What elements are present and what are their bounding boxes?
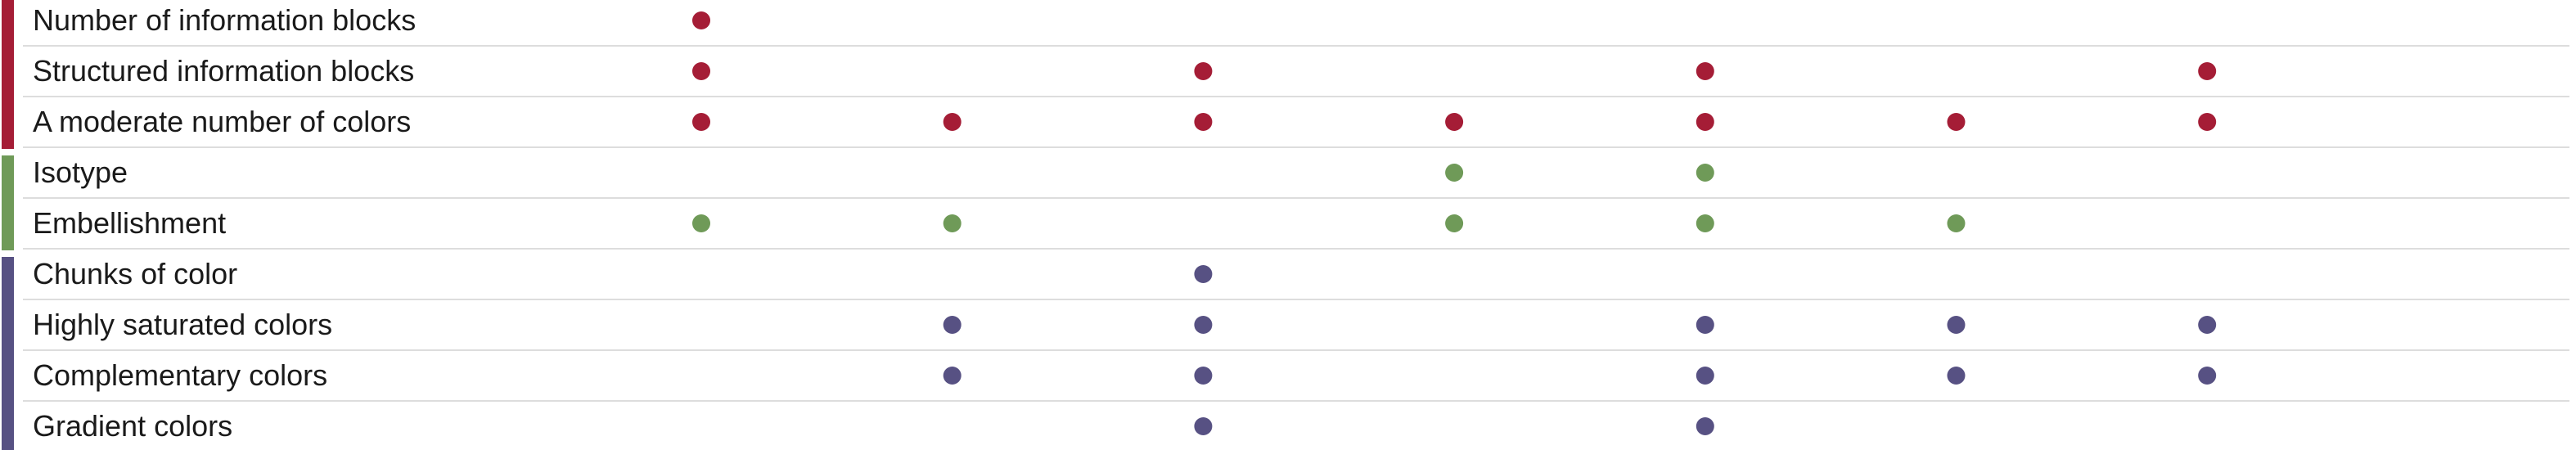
- dot-row2-col5: [1696, 62, 1714, 80]
- dot-row4-col5: [1696, 164, 1714, 182]
- dot-row5-col6: [1947, 214, 1966, 232]
- row-label: Structured information blocks: [33, 54, 414, 88]
- dot-row8-col3: [1194, 367, 1213, 385]
- dot-row2-col7: [2198, 62, 2217, 80]
- group-bars: [2, 0, 14, 450]
- dot-row8-col5: [1696, 367, 1714, 385]
- dot-row5-col2: [943, 214, 961, 232]
- dot-row7-col2: [943, 316, 961, 334]
- row-label: Highly saturated colors: [33, 308, 332, 341]
- dot-row2-col1: [692, 62, 710, 80]
- row-label: A moderate number of colors: [33, 105, 411, 138]
- row-labels: Number of information blocks Structured i…: [33, 3, 416, 443]
- group-bar-0: [2, 0, 14, 149]
- dot-row6-col3: [1194, 265, 1213, 283]
- dot-row8-col6: [1947, 367, 1966, 385]
- dot-row8-col2: [943, 367, 961, 385]
- dot-row2-col3: [1194, 62, 1213, 80]
- dot-row7-col5: [1696, 316, 1714, 334]
- row-separators: [23, 45, 2569, 402]
- dot-row1-col1: [692, 11, 710, 29]
- row-label: Number of information blocks: [33, 3, 416, 37]
- group-bar-1: [2, 155, 14, 250]
- dot-row5-col1: [692, 214, 710, 232]
- dot-row7-col3: [1194, 316, 1213, 334]
- dot-row5-col5: [1696, 214, 1714, 232]
- dot-row5-col4: [1445, 214, 1464, 232]
- row-label: Chunks of color: [33, 257, 237, 290]
- dot-row7-col6: [1947, 316, 1966, 334]
- row-label: Gradient colors: [33, 409, 232, 443]
- group-bar-2: [2, 257, 14, 450]
- dot-row3-col6: [1947, 113, 1966, 131]
- dot-row3-col1: [692, 113, 710, 131]
- dots: [692, 11, 2217, 435]
- dot-row3-col3: [1194, 113, 1213, 131]
- dot-row3-col2: [943, 113, 961, 131]
- dot-row7-col7: [2198, 316, 2217, 334]
- dot-row9-col5: [1696, 417, 1714, 435]
- dot-row8-col7: [2198, 367, 2217, 385]
- row-label: Complementary colors: [33, 358, 327, 392]
- dot-row3-col5: [1696, 113, 1714, 131]
- dot-row9-col3: [1194, 417, 1213, 435]
- dot-row3-col7: [2198, 113, 2217, 131]
- row-label: Isotype: [33, 155, 128, 189]
- dot-row3-col4: [1445, 113, 1464, 131]
- row-label: Embellishment: [33, 206, 226, 240]
- dot-row4-col4: [1445, 164, 1464, 182]
